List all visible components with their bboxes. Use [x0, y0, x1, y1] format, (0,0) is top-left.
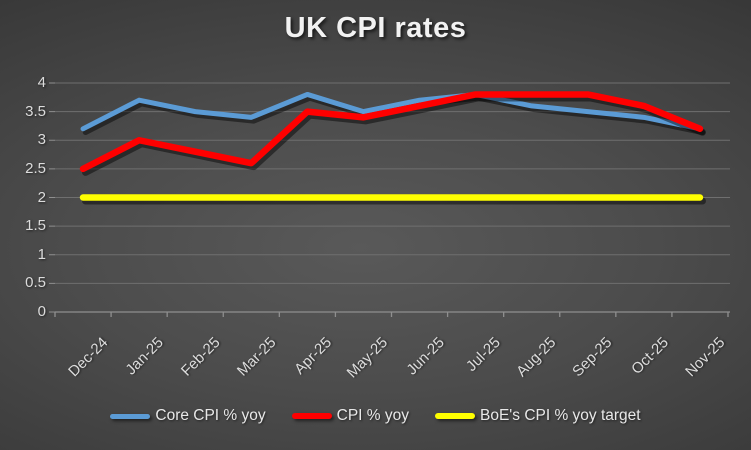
y-tick-label: 0.5 — [25, 274, 46, 292]
legend-label-core-cpi: Core CPI % yoy — [155, 407, 266, 424]
legend-item-cpi: CPI % yoy — [291, 407, 409, 425]
y-tick-label: 1.5 — [25, 217, 46, 235]
y-tick-label: 3 — [37, 131, 46, 149]
legend-item-core-cpi: Core CPI % yoy — [110, 407, 266, 425]
boe-target-line-swatch — [435, 412, 475, 420]
core-cpi-line-swatch — [110, 413, 151, 419]
y-tick-label: 3.5 — [25, 102, 46, 120]
legend: Core CPI % yoy CPI % yoy BoE's CPI % yoy… — [0, 407, 751, 425]
y-tick-label: 2 — [37, 188, 46, 206]
series-line-1 — [79, 91, 704, 173]
y-tick-label: 2.5 — [25, 159, 46, 177]
y-tick-label: 0 — [37, 303, 46, 320]
series-line-0 — [80, 91, 703, 132]
legend-item-boe-target: BoE's CPI % yoy target — [435, 407, 641, 425]
chart-title: UK CPI rates — [284, 12, 467, 44]
legend-label-cpi: CPI % yoy — [336, 407, 409, 424]
y-tick-label: 1 — [37, 245, 46, 263]
y-tick-label: 4 — [37, 74, 46, 91]
legend-label-boe-target: BoE's CPI % yoy target — [480, 407, 641, 424]
cpi-line-swatch — [291, 412, 332, 420]
